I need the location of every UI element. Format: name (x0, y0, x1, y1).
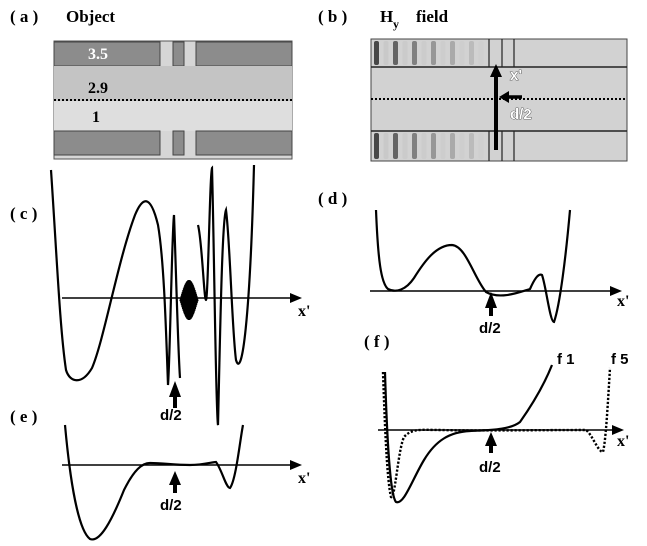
panel-c: ( c ) x' d/2 (10, 164, 310, 426)
series-f1-curve (383, 364, 554, 504)
panel-e-curve (63, 424, 245, 541)
field-fringe (478, 41, 484, 65)
panel-b-title-main: H (380, 7, 393, 26)
panel-a-title: Object (66, 7, 115, 26)
panel-e-marker-arrow (169, 471, 181, 485)
panel-c-oscillations (179, 279, 199, 321)
field-map (370, 38, 628, 162)
field-fringe (440, 133, 446, 159)
series-f1-label: f 1 (557, 351, 575, 368)
panel-f-marker-label: d/2 (479, 459, 501, 476)
panel-e-axis-label: x' (298, 470, 310, 487)
panel-b: ( b ) H y field x' d/2 (318, 7, 628, 162)
field-fringe (459, 133, 465, 159)
waveguide-object (53, 40, 293, 160)
panel-c-marker-label: d/2 (160, 407, 182, 424)
field-fringe (459, 41, 465, 65)
field-fringe (402, 41, 408, 65)
panel-f-marker-arrow (485, 432, 497, 446)
field-slot-walls (488, 39, 515, 161)
index-top: 3.5 (88, 46, 108, 63)
panel-d: ( d ) x' d/2 (318, 189, 629, 337)
panel-c-oscillation-path (179, 279, 199, 321)
field-fringe (412, 133, 417, 159)
field-fringe (450, 133, 455, 159)
bottom-cladding (53, 130, 293, 156)
field-fringe (412, 41, 417, 65)
panel-c-curve-left (49, 169, 182, 386)
panel-f-axis-arrowhead (612, 425, 624, 435)
field-fringe (402, 133, 408, 159)
panel-d-marker-arrow (485, 292, 497, 308)
field-fringe (440, 41, 446, 65)
d2-arrow-head (499, 91, 509, 103)
panel-c-label: ( c ) (10, 204, 37, 223)
field-arrow-label-x: x' (510, 67, 522, 84)
field-fringe (421, 133, 427, 159)
panel-c-curve-right (196, 164, 256, 426)
panel-f-label: ( f ) (364, 332, 389, 351)
field-fringe (374, 133, 379, 159)
panel-e-axis-arrowhead (290, 460, 302, 470)
panel-d-axis-label: x' (617, 293, 629, 310)
field-fringe (469, 133, 474, 159)
panel-f-axis-label: x' (617, 433, 629, 450)
field-fringe (469, 41, 474, 65)
field-fringe (393, 133, 398, 159)
panel-a: ( a ) Object 3.5 2.9 1 (10, 7, 293, 160)
panel-d-axis-arrowhead (610, 286, 622, 296)
field-fringe (421, 41, 427, 65)
field-fringe (383, 41, 389, 65)
upper-core (54, 66, 292, 101)
panel-b-label: ( b ) (318, 7, 347, 26)
series-f5-curve (381, 367, 612, 499)
lower-core (54, 101, 292, 131)
panel-e: ( e ) x' d/2 (10, 407, 310, 541)
field-fringe (383, 133, 389, 159)
panel-c-axis-label: x' (298, 303, 310, 320)
field-fringe (431, 133, 436, 159)
field-fringes-top (374, 41, 484, 65)
x-prime-arrow-head (490, 64, 502, 77)
panel-d-curve (374, 209, 572, 324)
index-bottom: 1 (92, 109, 100, 126)
panel-e-marker-label: d/2 (160, 497, 182, 514)
panel-b-title-rest: field (416, 7, 449, 26)
field-fringe (374, 41, 379, 65)
field-fringe (393, 41, 398, 65)
field-fringes-bottom (374, 133, 484, 159)
panel-c-marker-arrow (169, 381, 181, 397)
panel-a-label: ( a ) (10, 7, 38, 26)
index-middle: 2.9 (88, 80, 108, 97)
series-f5-label: f 5 (611, 351, 629, 368)
field-arrow-label-d: d/2 (510, 106, 532, 123)
panel-d-label: ( d ) (318, 189, 347, 208)
field-fringe (450, 41, 455, 65)
panel-c-axis-arrowhead (290, 293, 302, 303)
field-fringe (431, 41, 436, 65)
panel-b-title-sub: y (393, 17, 399, 31)
panel-e-label: ( e ) (10, 407, 37, 426)
panel-d-marker-label: d/2 (479, 320, 501, 337)
panel-f: ( f ) x' f 1 f 5 d/2 (364, 332, 629, 504)
field-fringe (478, 133, 484, 159)
